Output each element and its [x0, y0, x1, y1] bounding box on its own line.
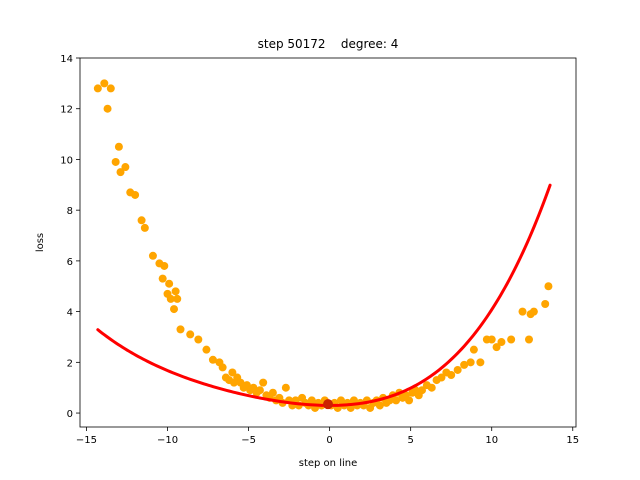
x-axis-label: step on line [299, 458, 358, 469]
scatter-point [165, 279, 174, 288]
scatter-point [392, 396, 401, 405]
scatter-point [255, 386, 264, 395]
scatter-point [418, 386, 427, 395]
y-tick-label: 2 [67, 358, 73, 369]
scatter-point [166, 294, 175, 303]
scatter-point [469, 345, 478, 354]
y-tick-label: 14 [60, 54, 73, 65]
scatter-point [186, 330, 195, 339]
scatter-point [170, 305, 179, 314]
chart-title: step 50172 degree: 4 [258, 37, 399, 51]
scatter-point [492, 343, 501, 352]
x-tick-label: −10 [157, 435, 178, 446]
current-point-marker [323, 399, 333, 410]
scatter-point [466, 358, 475, 367]
scatter-point [158, 274, 167, 283]
scatter-point [524, 335, 533, 344]
scatter-point [137, 216, 146, 225]
x-tick-label: −15 [76, 435, 97, 446]
y-tick-label: 10 [60, 155, 73, 166]
scatter-point [453, 365, 462, 374]
y-tick-label: 4 [67, 308, 73, 319]
x-tick-label: 5 [407, 435, 413, 446]
scatter-point [487, 335, 496, 344]
y-axis: 0 2 4 6 8 10 12 14 [60, 54, 80, 420]
x-tick-label: −5 [241, 435, 256, 446]
scatter-point [259, 378, 268, 387]
x-tick-label: 10 [485, 435, 498, 446]
scatter-point [476, 358, 485, 367]
scatter-point [541, 300, 550, 308]
scatter-point [111, 157, 120, 166]
plot-frame [79, 57, 577, 428]
scatter-point [171, 287, 180, 296]
y-tick-label: 0 [67, 409, 73, 420]
scatter-point [93, 84, 102, 93]
y-axis-label: loss [35, 233, 46, 252]
scatter-point [103, 104, 112, 113]
scatter-point [497, 338, 506, 347]
scatter-point [160, 261, 169, 270]
scatter-point [173, 294, 182, 303]
scatter-point [268, 388, 277, 397]
y-tick-label: 6 [67, 257, 73, 268]
scatter-point [544, 282, 553, 291]
plot-area [93, 79, 553, 412]
scatter-point [518, 307, 527, 316]
scatter-point [281, 383, 290, 392]
scatter-point [529, 307, 538, 316]
scatter-point [140, 223, 149, 232]
y-tick-label: 12 [60, 105, 73, 116]
scatter-point [507, 335, 516, 344]
x-tick-label: 15 [566, 435, 579, 446]
scatter-point [100, 79, 109, 88]
scatter-point [437, 373, 446, 382]
scatter-point [447, 371, 456, 380]
scatter-point [148, 251, 157, 260]
scatter-point [405, 396, 414, 405]
x-axis: −15 −10 −5 0 5 10 15 [76, 427, 579, 446]
scatter-point [460, 360, 469, 369]
scatter-point [106, 84, 115, 93]
scatter-point [307, 396, 316, 405]
scatter-point [208, 355, 217, 364]
scatter-point [176, 325, 185, 334]
y-tick-label: 8 [67, 206, 73, 217]
scatter-point [121, 163, 130, 172]
scatter-point [218, 363, 227, 372]
scatter-point [116, 168, 125, 177]
scatter-point [375, 401, 384, 410]
scatter-point [131, 190, 140, 199]
scatter-point [202, 345, 211, 354]
scatter-point [194, 335, 203, 344]
scatter-point [427, 383, 436, 392]
scatter-point [228, 368, 237, 377]
scatter-point [114, 142, 123, 151]
x-tick-label: 0 [326, 435, 332, 446]
